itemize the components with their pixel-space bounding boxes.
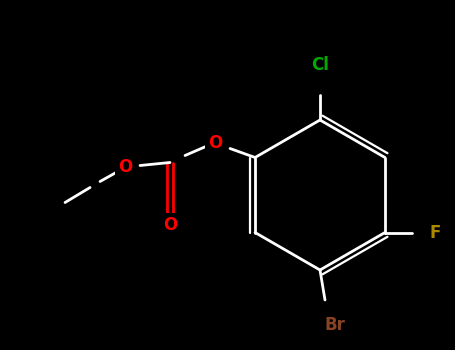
- Text: O: O: [118, 159, 132, 176]
- Text: F: F: [429, 224, 440, 241]
- Text: Br: Br: [324, 316, 345, 334]
- Text: O: O: [163, 216, 177, 233]
- Text: O: O: [208, 133, 222, 152]
- Text: Cl: Cl: [311, 56, 329, 74]
